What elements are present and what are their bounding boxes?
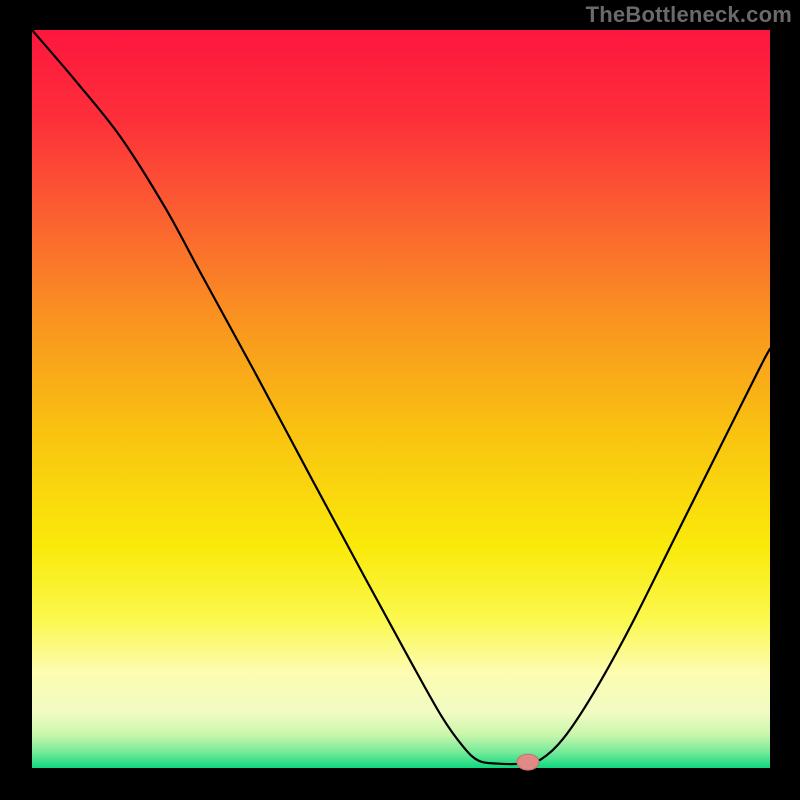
plot-background [32, 30, 770, 768]
bottleneck-chart [0, 0, 800, 800]
watermark-text: TheBottleneck.com [586, 2, 792, 28]
optimal-marker [517, 754, 539, 770]
chart-frame: TheBottleneck.com [0, 0, 800, 800]
